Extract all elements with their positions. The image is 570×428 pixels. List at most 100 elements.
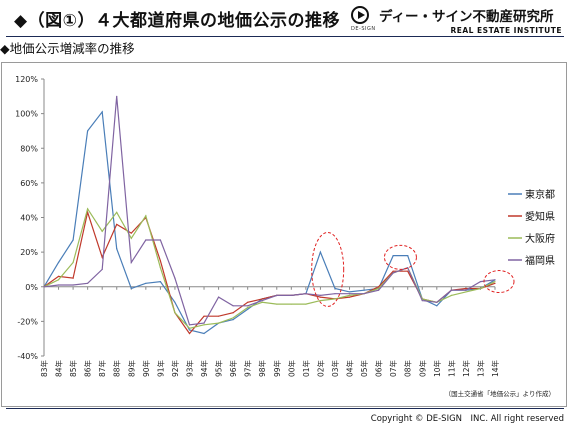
- data-point: [450, 294, 452, 297]
- y-tick-label: 60%: [20, 179, 38, 188]
- brand-name-en: REAL ESTATE INSTITUTE: [450, 26, 562, 35]
- data-point: [116, 211, 118, 213]
- data-point: [465, 289, 467, 291]
- chart-frame: [1, 62, 567, 407]
- data-point: [247, 305, 249, 307]
- data-point: [378, 287, 380, 290]
- data-point: [203, 324, 205, 326]
- data-point: [72, 284, 74, 286]
- data-point: [203, 315, 205, 317]
- data-point: [145, 239, 147, 241]
- data-point: [130, 237, 132, 239]
- x-tick-label: 98年: [257, 360, 267, 378]
- legend-label: 大阪府: [525, 232, 555, 245]
- x-tick-label: 09年: [417, 360, 427, 378]
- data-point: [174, 301, 176, 303]
- data-point: [145, 282, 147, 284]
- y-tick-label: 120%: [15, 75, 38, 84]
- data-point: [232, 319, 234, 321]
- data-point: [348, 296, 351, 298]
- data-point: [436, 305, 438, 307]
- data-point: [276, 294, 278, 297]
- data-point: [188, 327, 191, 329]
- data-point: [319, 296, 322, 298]
- y-tick-label: -40%: [17, 352, 38, 361]
- data-point: [145, 215, 147, 217]
- data-point: [87, 282, 89, 284]
- y-tick-label: 100%: [15, 110, 38, 119]
- data-point: [319, 300, 322, 302]
- data-point: [57, 279, 60, 281]
- y-tick-label: -20%: [17, 317, 38, 326]
- data-point: [116, 95, 118, 97]
- data-point: [217, 315, 220, 317]
- x-tick-label: 95年: [214, 360, 224, 378]
- data-point: [392, 270, 394, 272]
- data-point: [232, 317, 234, 319]
- data-point: [188, 329, 191, 331]
- data-point: [348, 294, 351, 297]
- play-circle-icon: [351, 6, 369, 24]
- y-tick-label: 40%: [20, 214, 38, 223]
- data-point: [203, 332, 205, 335]
- header-divider: [6, 36, 564, 37]
- data-point: [203, 322, 205, 324]
- data-point: [101, 268, 103, 271]
- x-tick-label: 90年: [141, 360, 151, 378]
- x-tick-label: 10年: [432, 360, 442, 378]
- data-point: [87, 208, 89, 210]
- x-tick-label: 02年: [315, 360, 325, 378]
- series-line-3: [43, 207, 496, 329]
- data-point: [305, 293, 307, 295]
- x-tick-label: 85年: [68, 360, 78, 378]
- highlight-ellipse-2: [383, 244, 417, 270]
- data-point: [159, 267, 161, 269]
- brand-name-jp: ディー・サイン不動産研究所: [379, 9, 554, 25]
- data-point: [334, 293, 336, 295]
- highlight-ellipse-3: [483, 270, 515, 294]
- footer-divider: [6, 408, 564, 409]
- x-tick-label: 11年: [446, 360, 456, 378]
- data-point: [159, 239, 161, 241]
- x-tick-label: 03年: [330, 360, 340, 378]
- x-tick-label: 00年: [286, 360, 296, 378]
- data-point: [247, 308, 249, 310]
- data-point: [290, 303, 292, 305]
- series-line-4: [43, 96, 496, 326]
- data-point: [465, 291, 467, 293]
- data-point: [57, 275, 60, 277]
- data-point: [130, 261, 132, 264]
- x-tick-label: 13年: [475, 360, 485, 378]
- data-point: [174, 277, 176, 279]
- x-tick-label: 89年: [126, 360, 136, 378]
- data-point: [232, 312, 234, 314]
- source-note: （国土交通省「地価公示」より作成）: [445, 389, 555, 398]
- x-tick-label: 06年: [374, 360, 384, 378]
- data-point: [247, 301, 249, 303]
- x-tick-label: 14年: [490, 360, 500, 378]
- data-point: [276, 303, 278, 305]
- data-point: [319, 294, 322, 297]
- data-point: [57, 284, 60, 286]
- data-point: [261, 298, 263, 300]
- data-point: [479, 280, 482, 283]
- data-point: [116, 223, 118, 226]
- brand-logo: DE-SIGN ディー・サイン不動産研究所 REAL ESTATE INSTIT…: [351, 2, 566, 36]
- data-point: [378, 289, 380, 291]
- data-point: [130, 232, 132, 234]
- data-point: [217, 296, 220, 298]
- data-point: [217, 322, 220, 324]
- data-point: [334, 287, 336, 290]
- data-point: [363, 289, 365, 291]
- page-title: ◆（図①）４大都道府県の地価公示の推移: [14, 11, 340, 31]
- data-point: [261, 301, 263, 303]
- data-point: [334, 298, 336, 300]
- data-point: [363, 293, 365, 295]
- data-point: [57, 261, 60, 264]
- data-point: [87, 130, 89, 132]
- data-point: [465, 287, 467, 290]
- data-point: [101, 256, 103, 258]
- series-line-2: [43, 210, 496, 335]
- data-point: [188, 324, 191, 326]
- y-tick-label: 80%: [20, 144, 38, 153]
